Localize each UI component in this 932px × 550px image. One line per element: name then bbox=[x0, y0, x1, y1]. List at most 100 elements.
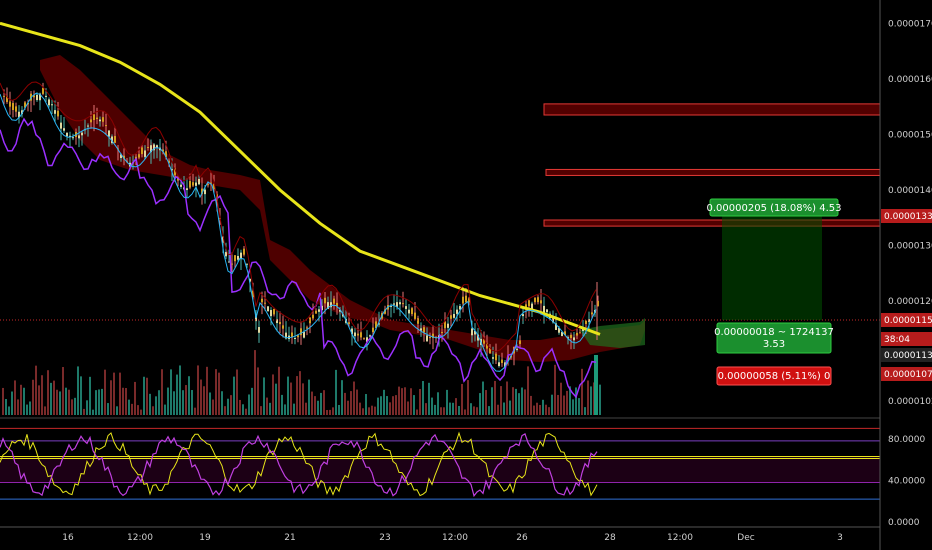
resistance-zone bbox=[543, 219, 881, 227]
candle-body bbox=[318, 309, 320, 312]
candle-body bbox=[561, 332, 563, 336]
volume-bar bbox=[338, 404, 340, 415]
volume-bar bbox=[467, 380, 469, 415]
volume-bar bbox=[257, 367, 259, 415]
volume-bar bbox=[422, 381, 424, 415]
osc-tick-label: 40.0000 bbox=[888, 476, 925, 486]
candle-body bbox=[540, 300, 542, 304]
candle-body bbox=[105, 125, 107, 127]
volume-bar bbox=[386, 396, 388, 415]
candle-body bbox=[339, 309, 341, 312]
candle-body bbox=[180, 184, 182, 187]
candle-body bbox=[372, 327, 374, 333]
volume-bar bbox=[2, 387, 4, 415]
volume-bar bbox=[323, 390, 325, 415]
volume-bar bbox=[302, 383, 304, 415]
volume-bar bbox=[383, 389, 385, 415]
candle-body bbox=[114, 136, 116, 143]
candle-body bbox=[204, 189, 206, 195]
candle-body bbox=[393, 303, 395, 305]
volume-bar bbox=[203, 386, 205, 415]
candle-body bbox=[531, 303, 533, 311]
volume-bar bbox=[533, 405, 535, 415]
volume-bar bbox=[389, 402, 391, 415]
candle-body bbox=[270, 310, 272, 317]
candle-body bbox=[6, 96, 8, 102]
price-tag: 0.00001339 bbox=[881, 209, 932, 223]
price-tag-label: 0.00001076 bbox=[884, 370, 932, 380]
volume-bar bbox=[74, 397, 76, 415]
volume-bar bbox=[347, 400, 349, 415]
price-tag: 0.00001134 bbox=[881, 348, 932, 362]
price-tick-label: 0.00001500 bbox=[888, 130, 932, 140]
volume-bar bbox=[377, 397, 379, 415]
candle-body bbox=[165, 151, 167, 157]
volume-bar bbox=[344, 392, 346, 415]
indicator-lines bbox=[0, 21, 880, 399]
volume-bar bbox=[425, 403, 427, 415]
volume-bar bbox=[71, 399, 73, 415]
volume-bar bbox=[497, 404, 499, 415]
volume-bar bbox=[107, 403, 109, 415]
moving-average-line bbox=[0, 21, 601, 336]
candle-body bbox=[267, 306, 269, 312]
volume-bar bbox=[275, 383, 277, 415]
volume-bar bbox=[272, 374, 274, 415]
volume-bar bbox=[65, 387, 67, 415]
candle-body bbox=[189, 180, 191, 188]
osc-tick-label: 80.0000 bbox=[888, 435, 925, 445]
volume-bar bbox=[110, 380, 112, 415]
oscillating-line bbox=[0, 117, 597, 399]
candle-body bbox=[147, 147, 149, 149]
volume-bar bbox=[248, 394, 250, 415]
volume-bar bbox=[404, 387, 406, 415]
candle-body bbox=[351, 328, 353, 335]
candle-body bbox=[87, 125, 89, 127]
candle-body bbox=[321, 305, 323, 311]
entry-label-text: 0.00000018 ~ 1724137 bbox=[714, 327, 834, 338]
candle-body bbox=[81, 132, 83, 136]
price-tick-label: 0.00001600 bbox=[888, 75, 932, 85]
candle-body bbox=[243, 248, 245, 255]
volume-bar bbox=[152, 406, 154, 415]
price-tag-bg bbox=[881, 209, 932, 223]
volume-bar bbox=[224, 406, 226, 415]
volume-bar bbox=[428, 382, 430, 415]
candle-body bbox=[303, 331, 305, 338]
candle-body bbox=[273, 308, 275, 315]
volume-bar bbox=[8, 406, 10, 415]
candle-body bbox=[72, 137, 74, 139]
time-axis: 16 12:00 19 21 23 12:00 26 28 12:00 Dec 3 bbox=[0, 526, 880, 543]
volume-bar bbox=[173, 391, 175, 415]
candle-body bbox=[171, 169, 173, 171]
volume-bar bbox=[155, 396, 157, 415]
candle-body bbox=[162, 149, 164, 152]
volume-bar bbox=[527, 366, 529, 415]
candle-body bbox=[36, 94, 38, 101]
candle-body bbox=[567, 337, 569, 339]
trade-boxes[interactable]: 0.00000205 (18.08%) 4.53 0.00000018 ~ 172… bbox=[707, 198, 842, 386]
candle-body bbox=[516, 348, 518, 350]
stop-label-text: 0.00000058 (5.11%) 0 bbox=[718, 371, 831, 382]
volume-bar bbox=[440, 407, 442, 415]
candle-body bbox=[54, 110, 56, 114]
volume-bar bbox=[512, 387, 514, 415]
candle-body bbox=[207, 184, 209, 186]
volume-bar bbox=[170, 369, 172, 415]
volume-bar bbox=[209, 392, 211, 415]
volume-bar bbox=[551, 394, 553, 415]
volume-bar bbox=[455, 398, 457, 415]
volume-bar bbox=[149, 393, 151, 415]
candle-body bbox=[12, 103, 14, 110]
cloud-area-green bbox=[580, 318, 645, 348]
volume-bar bbox=[230, 395, 232, 415]
candle-body bbox=[432, 333, 434, 338]
candle-body bbox=[408, 309, 410, 314]
candle-body bbox=[453, 313, 455, 318]
volume-bar bbox=[452, 402, 454, 415]
price-tag: 0.00001152 bbox=[881, 313, 932, 327]
candle-body bbox=[48, 99, 50, 106]
volume-bar bbox=[242, 404, 244, 415]
candle-body bbox=[486, 343, 488, 349]
